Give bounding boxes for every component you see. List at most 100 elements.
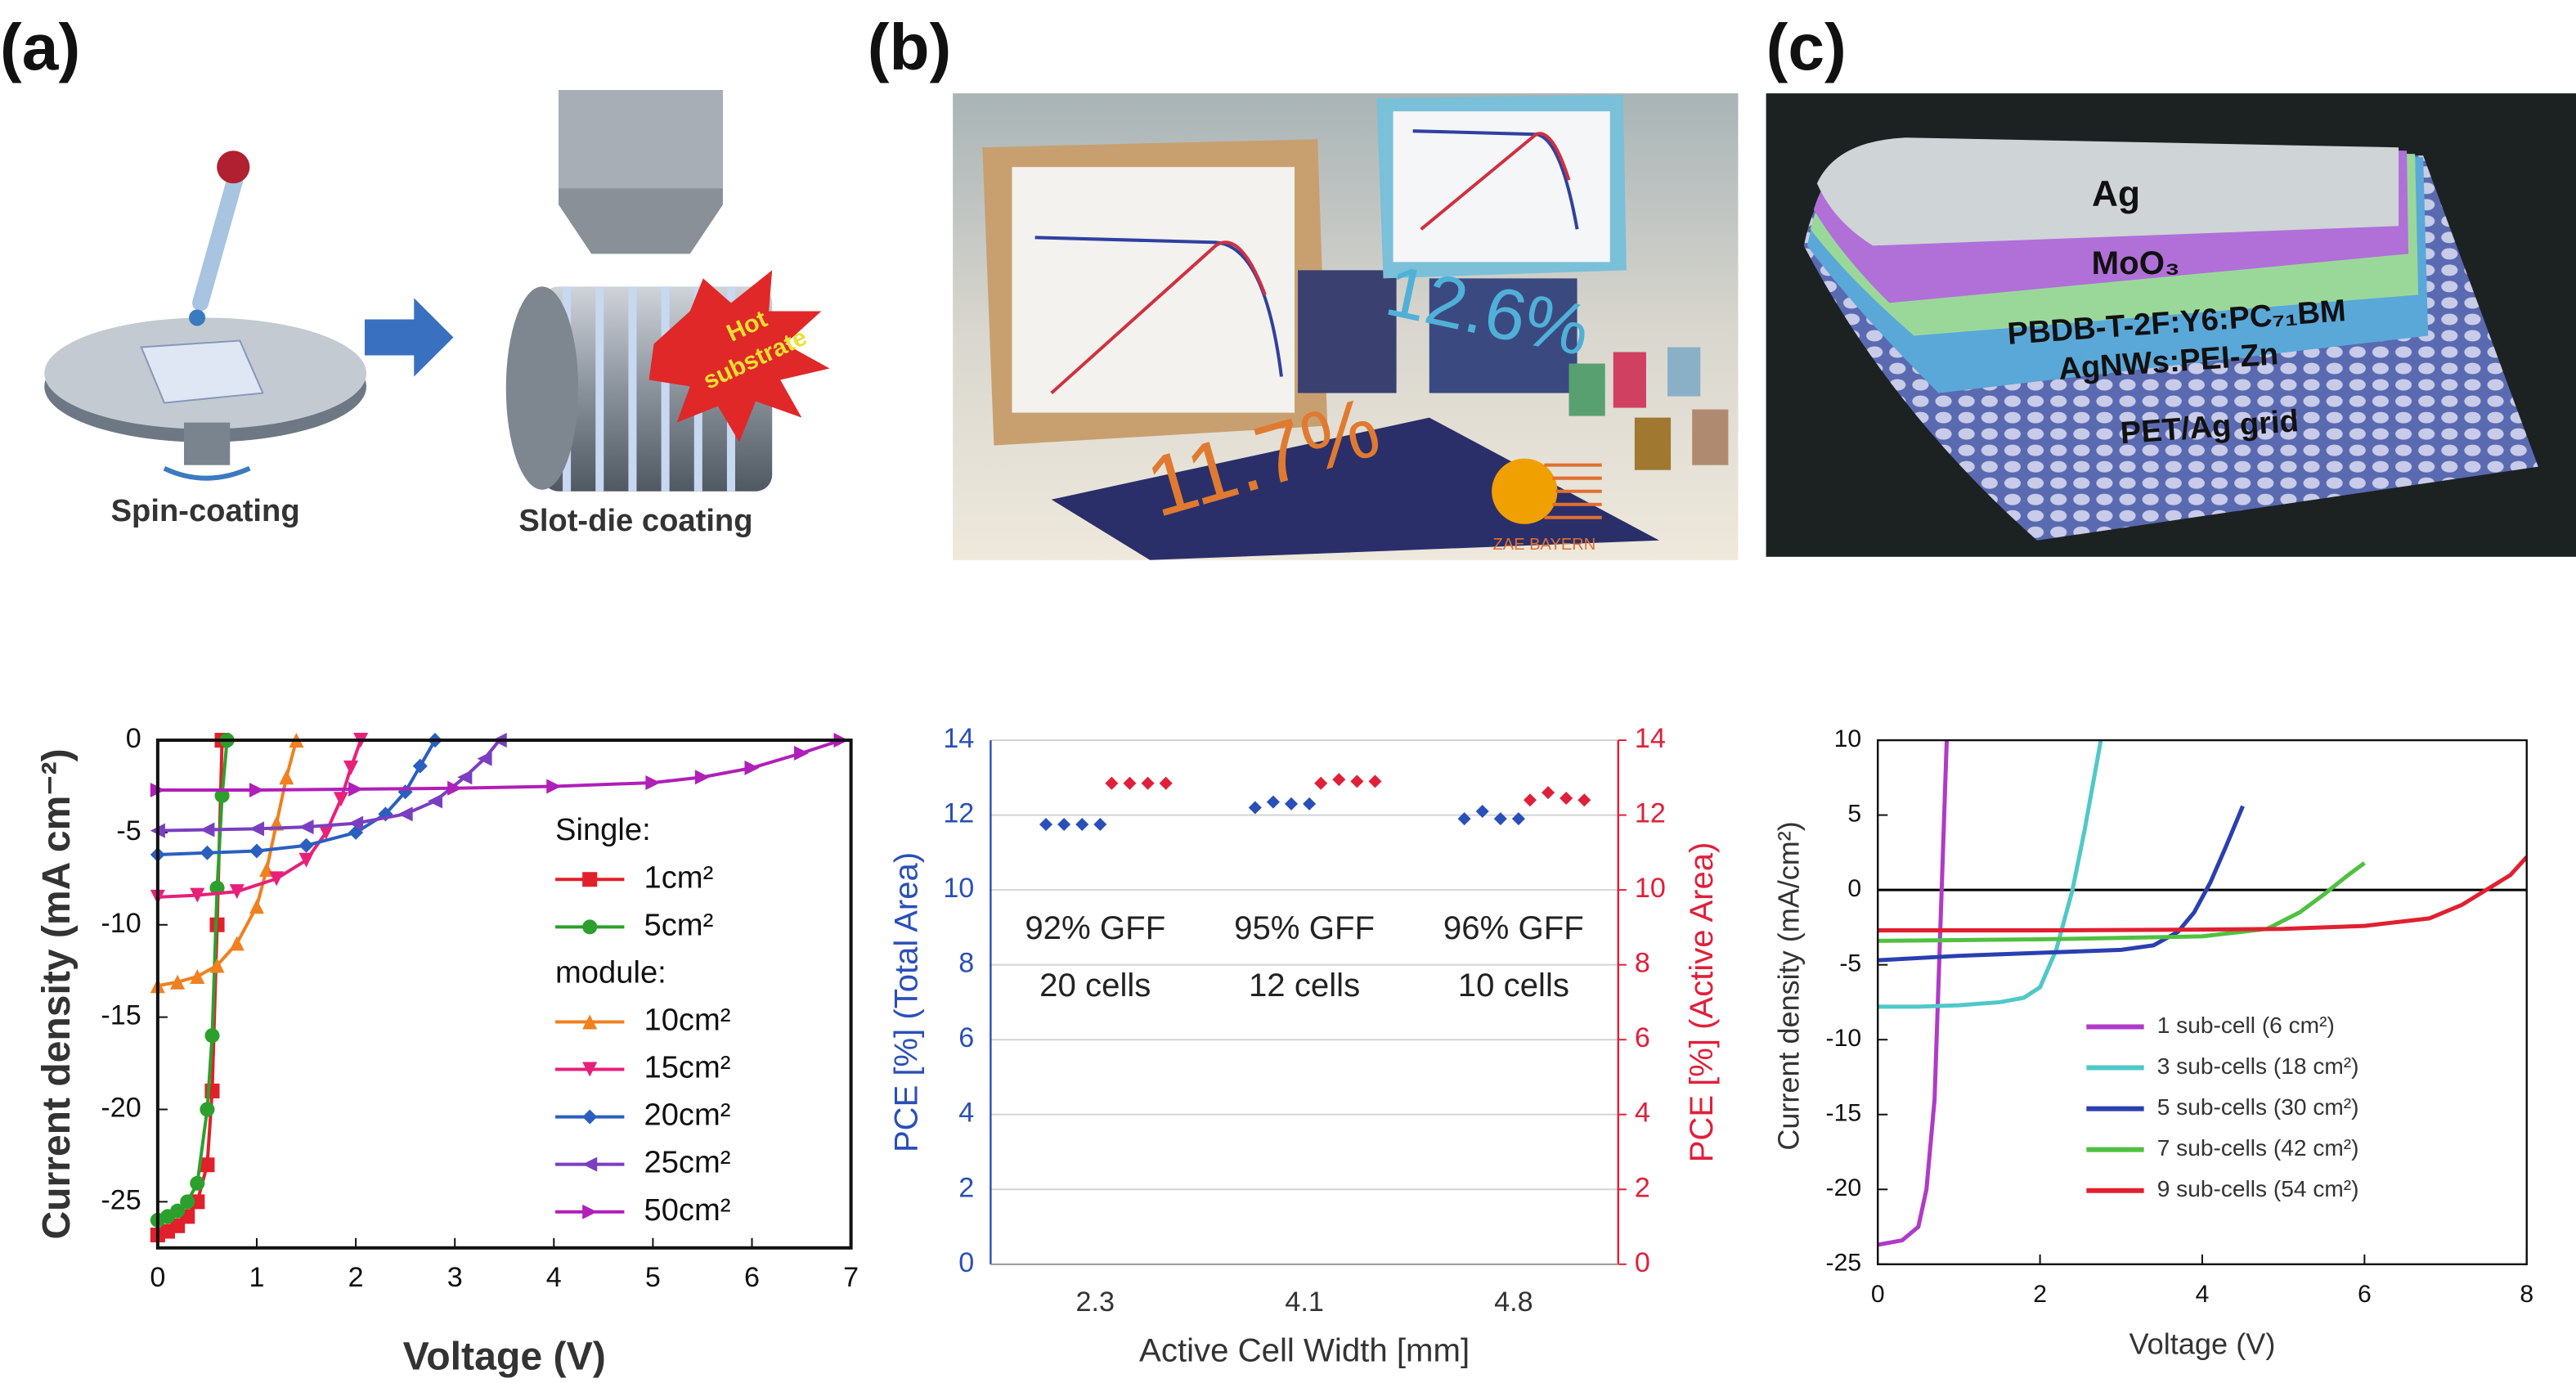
y-tick-label: -25: [101, 1184, 141, 1215]
point: [1314, 776, 1328, 790]
legend-label: 9 sub-cells (54 cm²): [2157, 1176, 2359, 1201]
y-tick-label: -5: [116, 815, 141, 846]
legend-marker: [582, 919, 598, 935]
legend-label: 1cm²: [644, 860, 714, 895]
point: [1560, 791, 1573, 806]
x-axis-label: Voltage (V): [403, 1335, 606, 1379]
point: [1332, 773, 1346, 787]
marker: [229, 884, 245, 900]
y-tick-label: -5: [1839, 950, 1861, 977]
marker: [348, 781, 364, 797]
x-tick-label: 2: [348, 1262, 364, 1293]
series-line: [157, 740, 437, 857]
y2-axis-label: PCE [%] (Active Area): [1684, 842, 1720, 1163]
marker: [318, 824, 334, 840]
marker: [249, 843, 265, 859]
y2-tick-label: 0: [1635, 1247, 1650, 1278]
marker: [298, 819, 314, 835]
marker: [694, 770, 711, 785]
marker: [170, 974, 186, 990]
series-line: [157, 740, 501, 833]
x-tick-label: 1: [249, 1262, 264, 1293]
annotation: 92% GFF: [1025, 910, 1165, 946]
point: [1475, 805, 1489, 819]
marker: [180, 1194, 195, 1210]
series-line: [157, 740, 363, 899]
legend-marker: [582, 1204, 598, 1219]
x-tick-label: 8: [2520, 1281, 2533, 1308]
series-line: [1878, 740, 1950, 1247]
y-tick-label: 10: [1834, 725, 1862, 752]
legend-label: 1 sub-cell (6 cm²): [2157, 1013, 2335, 1038]
marker: [427, 793, 443, 809]
marker: [279, 770, 294, 785]
marker: [794, 745, 810, 761]
y-tick-label: -20: [1826, 1174, 1862, 1201]
x-tick-label: 4: [2196, 1281, 2210, 1308]
point: [1284, 797, 1299, 811]
point: [1123, 776, 1137, 790]
marker: [190, 968, 205, 984]
y-tick-label: 12: [943, 798, 974, 829]
y-tick-label: -15: [1826, 1100, 1862, 1127]
x-tick-label: 2: [2033, 1281, 2047, 1308]
legend-label: 3 sub-cells (18 cm²): [2157, 1053, 2359, 1079]
marker: [249, 782, 265, 798]
point: [1248, 801, 1262, 815]
panel-a-art: [44, 90, 830, 492]
annotation: 20 cells: [1039, 968, 1151, 1004]
x-tick-label: 4.8: [1494, 1286, 1533, 1318]
point: [1523, 793, 1537, 807]
legend-label: 7 sub-cells (42 cm²): [2157, 1135, 2359, 1161]
marker: [348, 824, 364, 840]
point: [1075, 818, 1089, 832]
point: [1303, 797, 1317, 811]
y2-tick-label: 4: [1635, 1098, 1650, 1129]
caption: Spin-coating: [111, 494, 300, 528]
series-line: [1878, 855, 2527, 933]
point: [1141, 776, 1155, 790]
point: [1105, 776, 1119, 790]
y-axis-label: Current density (mA cm⁻²): [34, 748, 79, 1239]
panel-c-device: [1766, 93, 2576, 557]
panel-label: (b): [868, 10, 952, 83]
x-tick-label: 4.1: [1285, 1286, 1323, 1318]
x-tick-label: 0: [1871, 1281, 1885, 1308]
y2-tick-label: 6: [1635, 1022, 1650, 1053]
marker: [457, 770, 473, 785]
marker: [170, 1203, 186, 1219]
y2-tick-label: 10: [1635, 873, 1666, 904]
legend-label: 20cm²: [644, 1098, 731, 1133]
layer-label: MoO₃: [2092, 245, 2180, 281]
panel-label: (a): [0, 10, 80, 83]
marker: [200, 822, 215, 837]
legend-heading: Single:: [555, 813, 651, 847]
annotation: 12 cells: [1249, 968, 1360, 1004]
caption: Slot-die coating: [518, 504, 752, 538]
legend-label: 5 sub-cells (30 cm²): [2157, 1094, 2359, 1120]
marker: [348, 815, 364, 831]
marker: [298, 852, 314, 868]
y2-tick-label: 8: [1635, 948, 1650, 979]
y-tick-label: 0: [126, 723, 141, 754]
point: [1493, 812, 1507, 826]
series-line: [1878, 740, 2103, 1009]
y-tick-label: -10: [1826, 1025, 1862, 1052]
y-tick-label: 2: [958, 1172, 974, 1203]
plot-frame: [1877, 739, 2528, 1266]
marker: [249, 821, 265, 837]
y-tick-label: 4: [958, 1098, 974, 1129]
y-tick-label: -20: [101, 1093, 141, 1124]
point: [1057, 818, 1071, 832]
marker: [200, 845, 215, 860]
y2-tick-label: 12: [1635, 798, 1666, 829]
annotation: 95% GFF: [1234, 910, 1375, 946]
panel-label: (c): [1766, 10, 1847, 83]
x-tick-label: 2.3: [1076, 1286, 1115, 1318]
marker: [397, 806, 413, 822]
point: [1542, 786, 1555, 800]
point: [1159, 776, 1173, 790]
point: [1039, 818, 1053, 832]
legend-label: 25cm²: [644, 1146, 731, 1180]
